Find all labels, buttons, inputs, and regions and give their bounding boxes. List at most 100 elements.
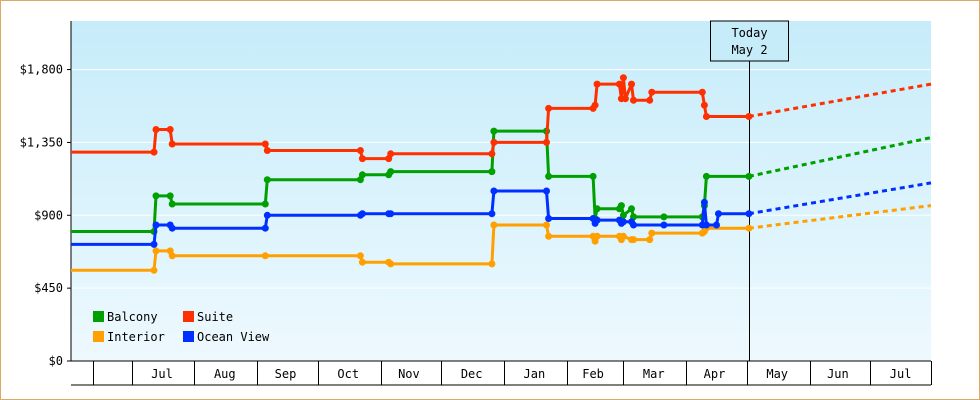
data-point (490, 138, 498, 146)
data-point (545, 215, 553, 222)
data-point (745, 172, 753, 180)
data-point (589, 172, 597, 180)
data-point (702, 221, 710, 229)
data-point (166, 126, 174, 133)
data-point (488, 150, 496, 158)
data-point (660, 221, 668, 229)
data-point (387, 260, 395, 268)
data-point (619, 211, 627, 219)
data-point (619, 232, 627, 240)
data-point (630, 96, 637, 104)
data-point (615, 80, 623, 88)
data-point (263, 176, 271, 184)
data-point (593, 205, 601, 213)
month-label: May (766, 367, 788, 381)
data-point (593, 216, 601, 224)
data-point (702, 172, 710, 180)
data-point (490, 187, 498, 195)
data-point (700, 198, 708, 206)
data-point (152, 221, 160, 229)
data-point (387, 150, 395, 158)
legend-swatch-suite (183, 311, 194, 322)
data-point (150, 148, 158, 156)
y-tick-label: $900 (34, 208, 63, 222)
data-point (700, 101, 708, 109)
data-point (168, 224, 176, 232)
month-label: Sep (275, 367, 297, 381)
y-tick-label: $1,800 (20, 63, 63, 77)
month-label: Feb (582, 367, 604, 381)
today-date: May 2 (731, 43, 767, 57)
series-balcony (71, 127, 932, 235)
data-point (490, 221, 498, 229)
data-point (660, 213, 668, 221)
series-projection-balcony (748, 136, 932, 178)
month-label: Jan (524, 367, 546, 381)
series-line-ocean-view (71, 189, 749, 246)
data-point (358, 171, 366, 179)
data-point (261, 200, 269, 208)
data-point (621, 95, 629, 103)
data-point (358, 210, 366, 218)
data-point (356, 252, 364, 260)
data-point (545, 172, 553, 180)
series-suite (71, 74, 932, 163)
data-point (593, 80, 601, 88)
data-point (543, 138, 550, 146)
data-point (617, 202, 625, 210)
series-projection-ocean-view (748, 181, 932, 216)
data-point (713, 221, 720, 229)
data-point (263, 147, 271, 154)
legend-label-suite: Suite (197, 310, 233, 324)
series-group (71, 74, 932, 274)
data-point (490, 127, 498, 135)
data-point (150, 266, 158, 274)
month-label: Nov (398, 367, 420, 381)
data-point (646, 236, 654, 244)
data-point (745, 113, 753, 120)
month-label: Jul (151, 367, 173, 381)
data-point (150, 240, 158, 248)
legend-label-interior: Interior (107, 330, 165, 344)
data-point (152, 126, 160, 133)
today-label: Today (731, 26, 767, 40)
data-point (648, 229, 656, 237)
data-point (545, 232, 553, 240)
data-point (166, 192, 174, 200)
data-point (356, 147, 364, 154)
month-label: Mar (643, 367, 665, 381)
data-point (358, 155, 366, 163)
data-point (745, 224, 753, 232)
data-point (152, 192, 160, 200)
data-point (702, 113, 710, 120)
data-point (648, 88, 656, 96)
data-point (488, 260, 496, 268)
data-point (387, 210, 395, 218)
month-label: Jul (890, 367, 912, 381)
y-axis: $0 $450 $900 $1,350 $1,800 (20, 21, 72, 368)
month-label: Aug (214, 367, 236, 381)
data-point (152, 247, 160, 255)
series-projection-interior (748, 204, 932, 230)
legend-swatch-interior (93, 331, 104, 342)
data-point (168, 140, 176, 148)
data-point (628, 205, 635, 213)
data-point (387, 168, 395, 176)
data-point (715, 210, 722, 218)
x-axis: Jul Aug Sep Oct Nov Dec Jan Feb Mar Apr May Jun Jul (71, 360, 932, 386)
data-point (488, 210, 496, 218)
month-label: Apr (704, 367, 726, 381)
y-tick-label: $1,350 (20, 135, 63, 149)
data-point (261, 252, 269, 260)
data-point (630, 236, 637, 244)
legend-label-ocean-view: Ocean View (197, 330, 270, 344)
data-point (545, 104, 553, 112)
month-label: Dec (461, 367, 483, 381)
data-point (543, 221, 550, 229)
month-label: Oct (337, 367, 359, 381)
data-point (263, 211, 271, 219)
data-point (358, 258, 366, 266)
data-point (261, 140, 269, 148)
series-interior (71, 204, 932, 274)
